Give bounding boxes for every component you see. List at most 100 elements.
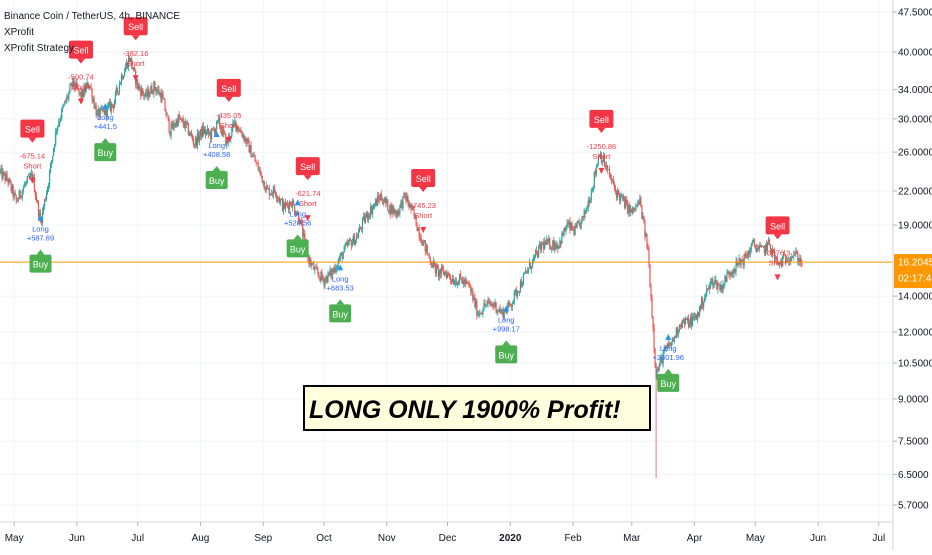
candle-body — [85, 85, 87, 92]
candle-body — [241, 133, 243, 137]
candle-body — [484, 303, 486, 306]
candle-body — [239, 130, 241, 132]
candle-body — [426, 246, 428, 254]
candle-body — [326, 276, 328, 283]
candles — [0, 54, 803, 479]
candle-body — [520, 281, 523, 287]
candle-body — [725, 275, 727, 282]
candle-body — [407, 196, 409, 204]
candle-body — [51, 160, 53, 164]
sell-badge — [295, 157, 320, 176]
candle-body — [666, 346, 668, 348]
candle-body — [20, 196, 22, 198]
candle-body — [293, 200, 295, 205]
candle-body — [575, 225, 577, 228]
candle-body — [503, 309, 505, 319]
candle-body — [283, 202, 286, 209]
candle-body — [71, 83, 73, 87]
candle-body — [74, 86, 76, 89]
long-pnl-label: +528.56 — [284, 218, 311, 227]
long-entry-label: Long — [332, 274, 349, 283]
candle-body — [156, 90, 158, 93]
buy-badge — [286, 239, 309, 258]
candle-body — [59, 121, 61, 123]
candle-body — [719, 284, 721, 291]
candle-body — [325, 276, 327, 280]
candle-body — [474, 296, 476, 308]
candle-body — [406, 196, 408, 202]
candle-body — [467, 282, 469, 284]
candle-body — [501, 309, 503, 311]
candle-body — [30, 173, 32, 175]
candle-body — [446, 273, 449, 278]
candle-body — [657, 369, 659, 371]
banner: LONG ONLY 1900% Profit! — [303, 385, 651, 431]
candle-body — [440, 267, 443, 274]
candle-body — [737, 262, 739, 266]
time-axis[interactable]: May Jun Jul Aug Sep Oct Nov Dec 2020 Feb Mar Apr May… — [0, 521, 893, 544]
short-entry-label: Short — [592, 152, 611, 161]
candle-body — [108, 101, 110, 106]
candle-body — [302, 224, 304, 237]
candle-body — [649, 264, 651, 288]
candle-body — [739, 258, 741, 265]
candle-body — [163, 98, 165, 101]
candle-body — [212, 128, 214, 130]
candle-body — [185, 121, 187, 124]
candle-body — [91, 89, 93, 101]
short-pnl-label: -621.74 — [295, 189, 320, 198]
candle-body — [124, 67, 127, 72]
price-axis[interactable]: 47.5000 40.0000 34.0000 30.0000 26.0000 22.00… — [892, 0, 932, 550]
candle-body — [27, 175, 29, 177]
candle-body — [376, 199, 378, 206]
candle-body — [8, 178, 10, 184]
candle-body — [736, 260, 738, 266]
price-tick-label: 47.5000 — [898, 7, 932, 18]
candle-body — [119, 82, 122, 85]
long-entry-arrow — [37, 214, 44, 221]
candle-body — [299, 221, 301, 224]
candle-body — [273, 186, 275, 193]
candle-body — [199, 128, 202, 136]
long-entry-arrow — [294, 199, 301, 206]
time-tick-label: May — [5, 533, 24, 544]
candle-body — [42, 207, 45, 211]
candle-body — [0, 167, 2, 171]
candle-body — [231, 127, 233, 137]
sell-badge-label: Sell — [25, 125, 40, 135]
candle-body — [179, 119, 181, 120]
candle-body — [371, 208, 374, 214]
short-entry-arrow — [77, 98, 84, 105]
candle-body — [653, 327, 655, 349]
symbol-title: Binance Coin / TetherUS, 4h, BINANCE — [4, 11, 180, 22]
candle-body — [259, 169, 261, 172]
candle-body — [40, 221, 43, 224]
candle-body — [558, 246, 560, 249]
candle-body — [343, 246, 345, 253]
time-tick-label: Apr — [687, 533, 703, 544]
candle-body — [62, 106, 64, 109]
candle-body — [661, 357, 663, 364]
candle-body — [455, 281, 457, 284]
candle-body — [698, 312, 700, 316]
candle-body — [155, 89, 157, 93]
candle-body — [289, 202, 292, 205]
candle-body — [581, 216, 583, 220]
candle-body — [67, 96, 69, 98]
candle-body — [270, 193, 272, 195]
candle-body — [334, 267, 336, 272]
grid — [0, 0, 893, 522]
candle-body — [637, 201, 639, 206]
candle-body — [75, 82, 77, 89]
candle-body — [393, 208, 395, 214]
candle-body — [98, 108, 100, 118]
price-tick-label: 19.0000 — [898, 221, 932, 232]
sell-badge-pointer — [76, 58, 85, 64]
candle-body — [18, 190, 20, 200]
candle-body — [390, 205, 392, 215]
candle-body — [250, 145, 252, 158]
candle-body — [569, 221, 571, 230]
candle-body — [767, 239, 770, 243]
